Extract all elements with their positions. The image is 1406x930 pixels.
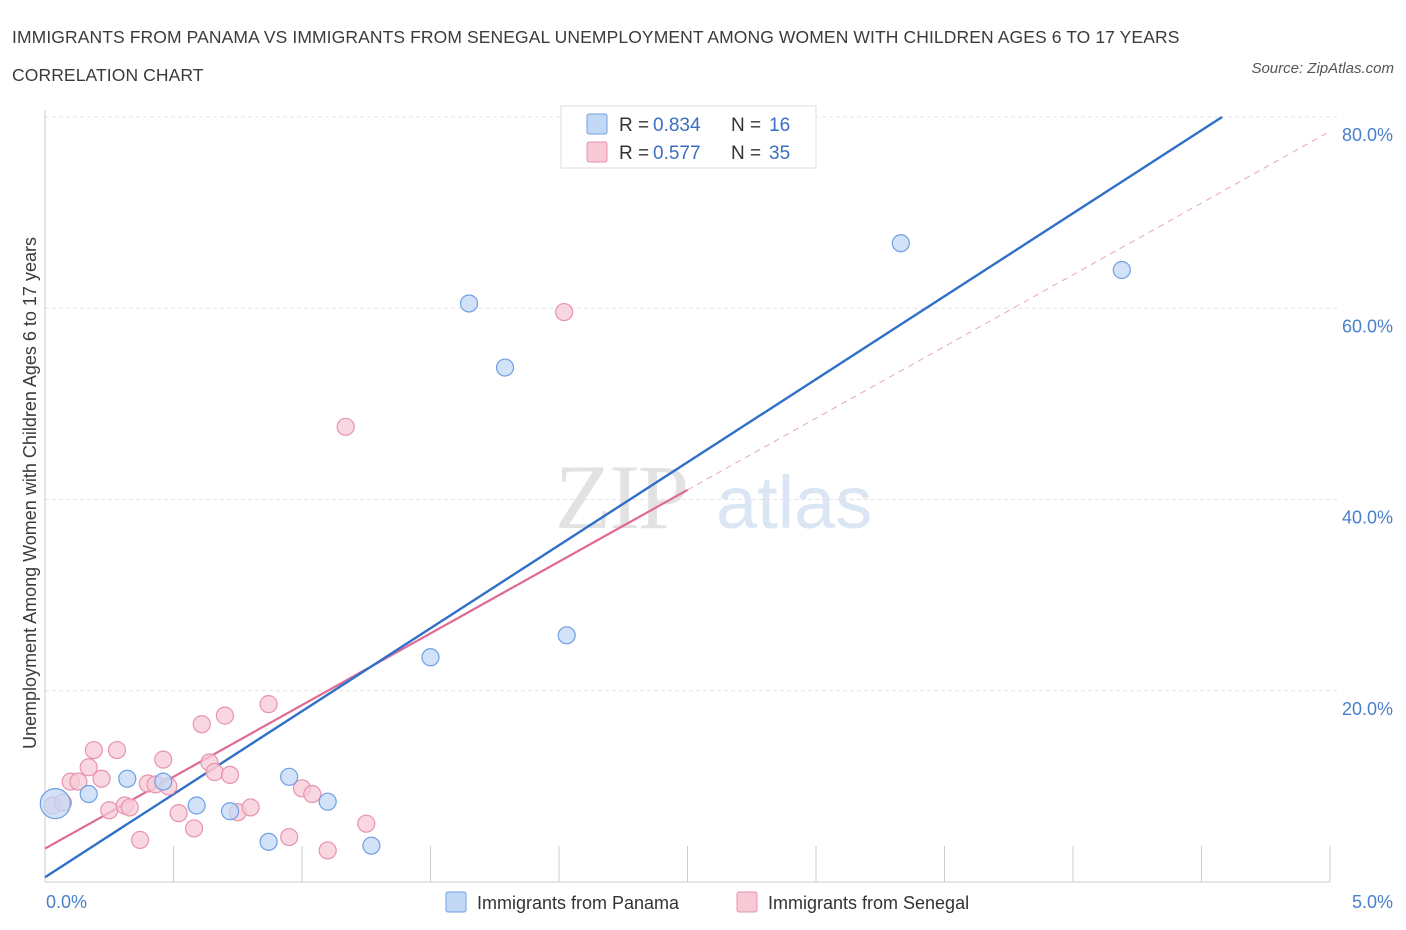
legend-n-value-senegal: 35 (769, 143, 790, 164)
data-point-senegal (79, 758, 98, 777)
y-axis-label: Unemployment Among Women with Children A… (20, 237, 40, 749)
correlation-legend: R = 0.834 N = 16 R = 0.577 N = 35 (560, 105, 817, 169)
data-point-panama (154, 772, 173, 791)
data-point-panama (79, 784, 98, 804)
x-tick-label: 5.0% (1352, 892, 1393, 912)
x-tick-label: 0.0% (46, 892, 87, 912)
legend-r-value-panama: 0.834 (653, 115, 701, 136)
data-point-panama (280, 767, 299, 786)
data-point-panama (557, 626, 576, 645)
data-point-panama (318, 792, 337, 811)
bottom-legend-swatch-senegal (736, 891, 758, 913)
data-point-panama (118, 769, 137, 788)
data-point-panama (459, 294, 479, 313)
data-point-senegal (241, 798, 260, 817)
data-point-panama (495, 358, 515, 377)
data-point-senegal (215, 706, 234, 725)
data-point-senegal (303, 784, 322, 804)
data-point-senegal (555, 302, 574, 322)
watermark: ZIP atlas (555, 446, 872, 548)
legend-n-label-senegal: N = (731, 143, 761, 164)
data-point-senegal (280, 827, 299, 847)
legend-swatch-senegal (586, 141, 608, 163)
data-point-panama (362, 836, 381, 855)
data-point-panama (220, 802, 240, 821)
axes (44, 110, 1330, 883)
legend-r-label-senegal: R = (619, 143, 649, 164)
legend-n-value-panama: 16 (769, 115, 790, 136)
trend-line-senegal-extension (687, 130, 1331, 491)
data-point-senegal (69, 772, 88, 791)
data-point-panama (187, 796, 206, 815)
series-senegal-points (43, 302, 574, 860)
data-point-panama (1112, 260, 1131, 280)
data-point-senegal (107, 740, 127, 760)
data-point-senegal (130, 830, 150, 850)
y-tick-label: 20.0% (1342, 699, 1393, 719)
data-point-senegal (259, 695, 278, 714)
trend-lines (44, 115, 1331, 879)
bottom-legend-label-panama: Immigrants from Panama (477, 893, 680, 913)
legend-r-value-senegal: 0.577 (653, 143, 701, 164)
data-point-panama (891, 234, 910, 253)
data-point-senegal (220, 765, 240, 785)
data-point-senegal (169, 804, 188, 823)
data-point-panama (421, 648, 440, 667)
data-point-senegal (205, 762, 224, 782)
series-legend: Immigrants from Panama Immigrants from S… (445, 891, 969, 913)
data-point-senegal (192, 715, 211, 734)
y-tick-label: 80.0% (1342, 125, 1393, 145)
data-point-senegal (336, 417, 355, 436)
series-panama-points (39, 234, 1131, 855)
gridlines (45, 116, 1340, 692)
legend-swatch-panama (586, 113, 608, 135)
axis-ticks: 20.0% 40.0% 60.0% 80.0% 0.0% 5.0% (46, 125, 1393, 912)
data-point-senegal (100, 801, 119, 820)
watermark-zip: ZIP (555, 446, 687, 548)
data-point-panama (39, 787, 71, 820)
legend-n-label-panama: N = (731, 115, 761, 136)
data-point-senegal (84, 740, 103, 760)
watermark-atlas: atlas (716, 461, 872, 544)
chart-title: IMMIGRANTS FROM PANAMA VS IMMIGRANTS FRO… (12, 27, 1180, 85)
data-point-senegal (357, 814, 376, 833)
data-point-senegal (184, 819, 204, 838)
data-point-senegal (120, 798, 139, 817)
source-credit: Source: ZipAtlas.com (1251, 60, 1394, 77)
y-tick-label: 60.0% (1342, 316, 1393, 336)
legend-r-label-panama: R = (619, 115, 649, 136)
data-point-senegal (154, 750, 173, 769)
data-point-senegal (318, 841, 337, 860)
data-point-panama (259, 832, 278, 851)
y-tick-label: 40.0% (1342, 508, 1393, 528)
bottom-legend-swatch-panama (445, 891, 467, 913)
data-point-senegal (92, 769, 111, 788)
bottom-legend-label-senegal: Immigrants from Senegal (768, 893, 969, 913)
trend-line-panama (44, 115, 1223, 879)
